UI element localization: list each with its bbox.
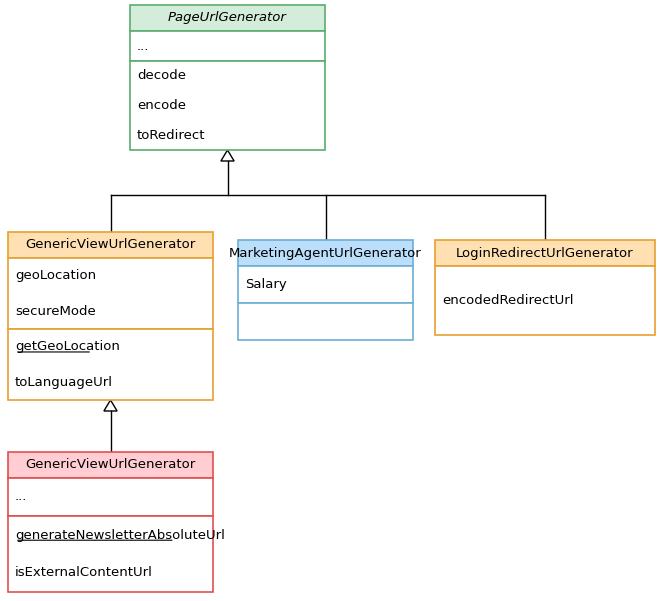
Text: GenericViewUrlGenerator: GenericViewUrlGenerator bbox=[25, 239, 196, 251]
Bar bbox=[238, 303, 413, 340]
Bar bbox=[8, 516, 213, 592]
Text: geoLocation: geoLocation bbox=[15, 269, 96, 282]
Bar bbox=[8, 452, 213, 478]
Text: ...: ... bbox=[15, 490, 27, 504]
Bar bbox=[8, 232, 213, 258]
Bar bbox=[238, 266, 413, 303]
Text: secureMode: secureMode bbox=[15, 305, 96, 318]
Text: toRedirect: toRedirect bbox=[137, 129, 206, 142]
Text: decode: decode bbox=[137, 69, 186, 82]
Text: encodedRedirectUrl: encodedRedirectUrl bbox=[442, 294, 573, 307]
Text: GenericViewUrlGenerator: GenericViewUrlGenerator bbox=[25, 459, 196, 472]
Text: isExternalContentUrl: isExternalContentUrl bbox=[15, 567, 153, 579]
Bar bbox=[238, 240, 413, 266]
Text: getGeoLocation: getGeoLocation bbox=[15, 340, 120, 353]
Text: generateNewsletterAbsoluteUrl: generateNewsletterAbsoluteUrl bbox=[15, 528, 225, 542]
Bar bbox=[130, 61, 325, 150]
Text: toLanguageUrl: toLanguageUrl bbox=[15, 376, 113, 389]
Bar bbox=[8, 258, 213, 329]
Bar bbox=[130, 31, 325, 61]
Text: LoginRedirectUrlGenerator: LoginRedirectUrlGenerator bbox=[456, 246, 634, 260]
Bar bbox=[8, 329, 213, 400]
Bar bbox=[435, 266, 655, 335]
Text: encode: encode bbox=[137, 99, 186, 112]
Text: ...: ... bbox=[137, 40, 149, 52]
Bar bbox=[435, 240, 655, 266]
Bar bbox=[8, 478, 213, 516]
Text: Salary: Salary bbox=[245, 278, 287, 291]
Text: MarketingAgentUrlGenerator: MarketingAgentUrlGenerator bbox=[229, 246, 422, 260]
Text: PageUrlGenerator: PageUrlGenerator bbox=[168, 11, 287, 25]
Bar bbox=[130, 5, 325, 31]
